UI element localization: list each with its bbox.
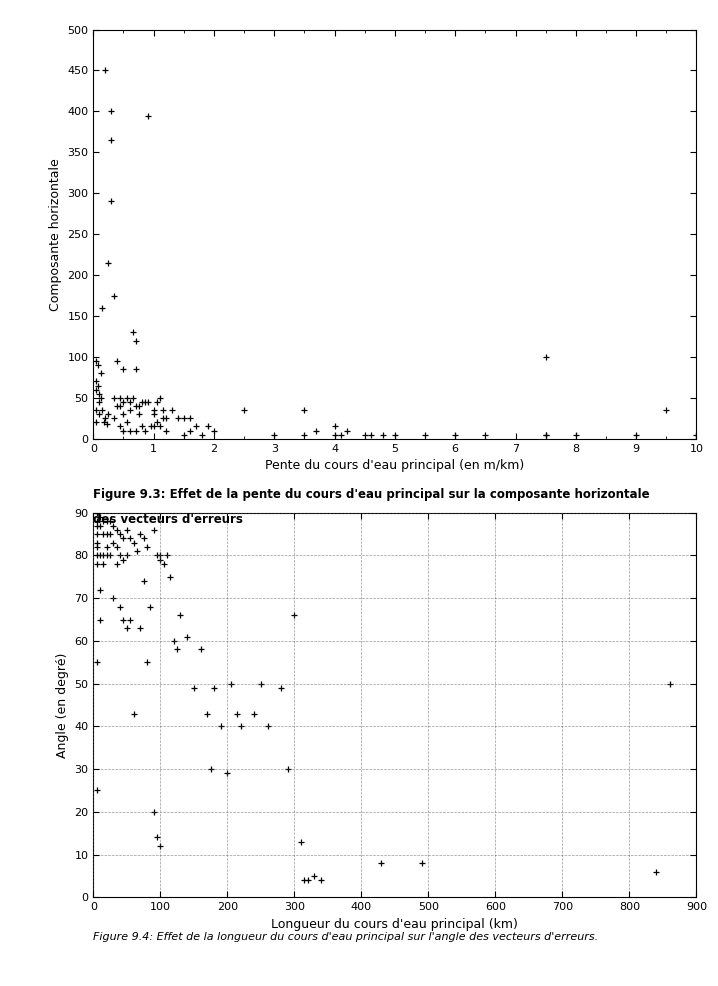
Y-axis label: Composante horizontale: Composante horizontale <box>49 158 62 311</box>
Text: des vecteurs d'erreurs: des vecteurs d'erreurs <box>93 513 243 526</box>
Y-axis label: Angle (en degré): Angle (en degré) <box>56 653 69 757</box>
Text: Figure 9.4: Effet de la longueur du cours d'eau principal sur l'angle des vecteu: Figure 9.4: Effet de la longueur du cour… <box>93 932 599 942</box>
Text: Figure 9.3: Effet de la pente du cours d'eau principal sur la composante horizon: Figure 9.3: Effet de la pente du cours d… <box>93 488 650 501</box>
X-axis label: Pente du cours d'eau principal (en m/km): Pente du cours d'eau principal (en m/km) <box>265 459 525 472</box>
X-axis label: Longueur du cours d'eau principal (km): Longueur du cours d'eau principal (km) <box>271 918 518 931</box>
